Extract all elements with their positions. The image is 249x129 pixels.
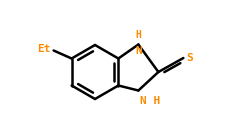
Text: N: N <box>135 46 142 55</box>
Text: N H: N H <box>140 96 161 107</box>
Text: S: S <box>187 53 193 63</box>
Text: Et: Et <box>37 45 51 54</box>
Text: H: H <box>135 30 141 39</box>
